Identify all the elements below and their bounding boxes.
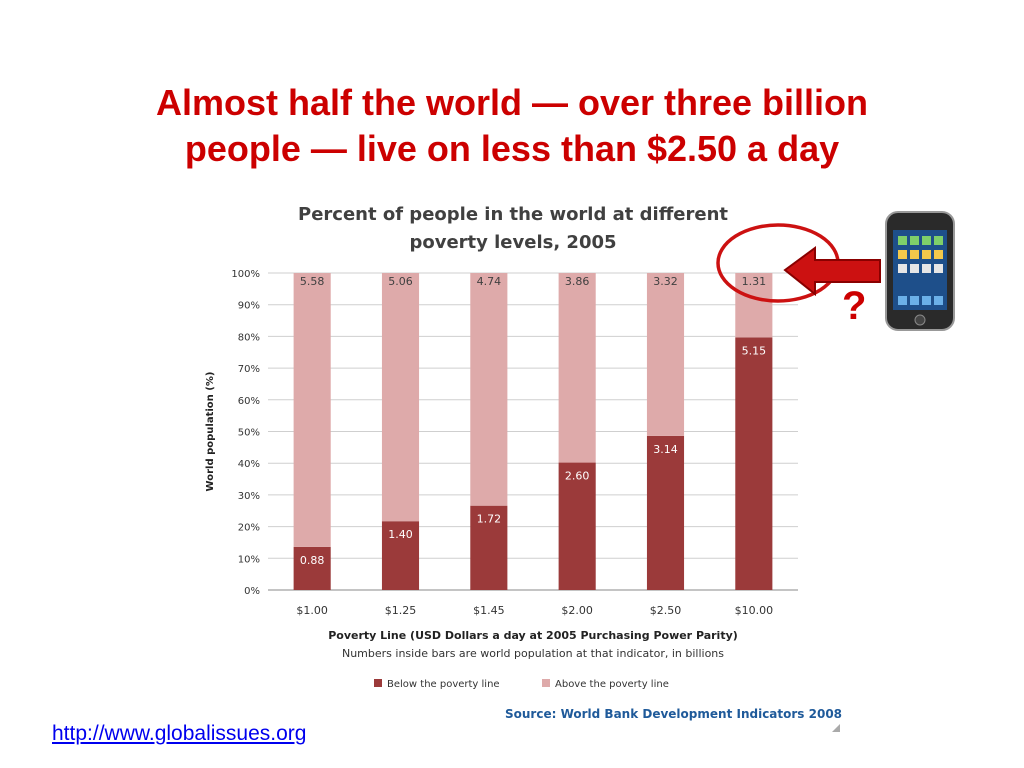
chart-svg: Percent of people in the world at differ… <box>205 204 798 690</box>
bar-data-label: 3.32 <box>653 275 678 288</box>
x-tick-label: $2.50 <box>650 604 682 617</box>
legend-swatch <box>542 679 550 687</box>
bar-below-poverty <box>558 462 596 590</box>
bar-data-label: 1.40 <box>388 528 413 541</box>
bar-below-poverty <box>646 435 685 590</box>
slide-title-line-1: Almost half the world — over three billi… <box>155 82 869 123</box>
bar-data-label: 1.31 <box>742 275 767 288</box>
bar-above-poverty <box>735 273 773 338</box>
bar-above-poverty <box>293 273 331 547</box>
bar-data-label: 3.86 <box>565 275 590 288</box>
y-tick-label: 50% <box>238 428 260 439</box>
bar-data-label: 5.15 <box>742 344 767 357</box>
poverty-chart: Percent of people in the world at differ… <box>196 190 846 735</box>
red-arrow-icon <box>783 246 881 297</box>
x-tick-label: $10.00 <box>735 604 774 617</box>
globalissues-link[interactable]: http://www.globalissues.org <box>52 722 307 745</box>
y-tick-label: 80% <box>238 332 260 343</box>
chart-note: Numbers inside bars are world population… <box>342 647 724 660</box>
legend-label: Above the poverty line <box>555 679 669 690</box>
bar-data-label: 3.14 <box>653 443 678 456</box>
bar-data-label: 2.60 <box>565 470 590 483</box>
chart-title-line: Percent of people in the world at differ… <box>298 204 728 225</box>
y-tick-label: 100% <box>231 269 260 280</box>
legend-label: Below the poverty line <box>387 679 500 690</box>
bar-data-label: 4.74 <box>477 275 502 288</box>
bar-above-poverty <box>381 273 420 522</box>
bar-above-poverty <box>470 273 508 506</box>
slide-title: Almost half the world — over three billi… <box>62 80 962 172</box>
chart-title-line: poverty levels, 2005 <box>409 232 616 253</box>
y-tick-label: 10% <box>238 554 260 565</box>
bar-data-label: 1.72 <box>477 513 502 526</box>
bar-data-label: 5.06 <box>388 275 413 288</box>
bar-above-poverty <box>646 273 685 436</box>
bar-data-label: 0.88 <box>300 554 325 567</box>
y-tick-label: 70% <box>238 364 260 375</box>
bar-data-label: 5.58 <box>300 275 325 288</box>
slide-title-line-2: people — live on less than $2.50 a day <box>184 128 840 169</box>
bar-below-poverty <box>735 337 773 590</box>
y-axis-label: World population (%) <box>205 372 216 492</box>
bar-below-poverty <box>293 546 331 590</box>
x-tick-label: $1.25 <box>385 604 417 617</box>
x-tick-label: $1.45 <box>473 604 505 617</box>
chart-source: Source: World Bank Development Indicator… <box>505 707 843 721</box>
y-tick-label: 0% <box>244 586 260 597</box>
bar-below-poverty <box>381 521 420 590</box>
phone-icon <box>885 211 955 331</box>
y-tick-label: 20% <box>238 523 260 534</box>
bar-below-poverty <box>470 505 508 590</box>
x-tick-label: $2.00 <box>561 604 593 617</box>
question-mark: ? <box>842 284 867 328</box>
x-tick-label: $1.00 <box>296 604 328 617</box>
resize-grip-icon <box>832 724 840 732</box>
y-tick-label: 30% <box>238 491 260 502</box>
legend-swatch <box>374 679 382 687</box>
bar-above-poverty <box>558 273 596 463</box>
y-tick-label: 60% <box>238 396 260 407</box>
y-tick-label: 40% <box>238 459 260 470</box>
x-axis-label: Poverty Line (USD Dollars a day at 2005 … <box>328 629 738 642</box>
y-tick-label: 90% <box>238 301 260 312</box>
